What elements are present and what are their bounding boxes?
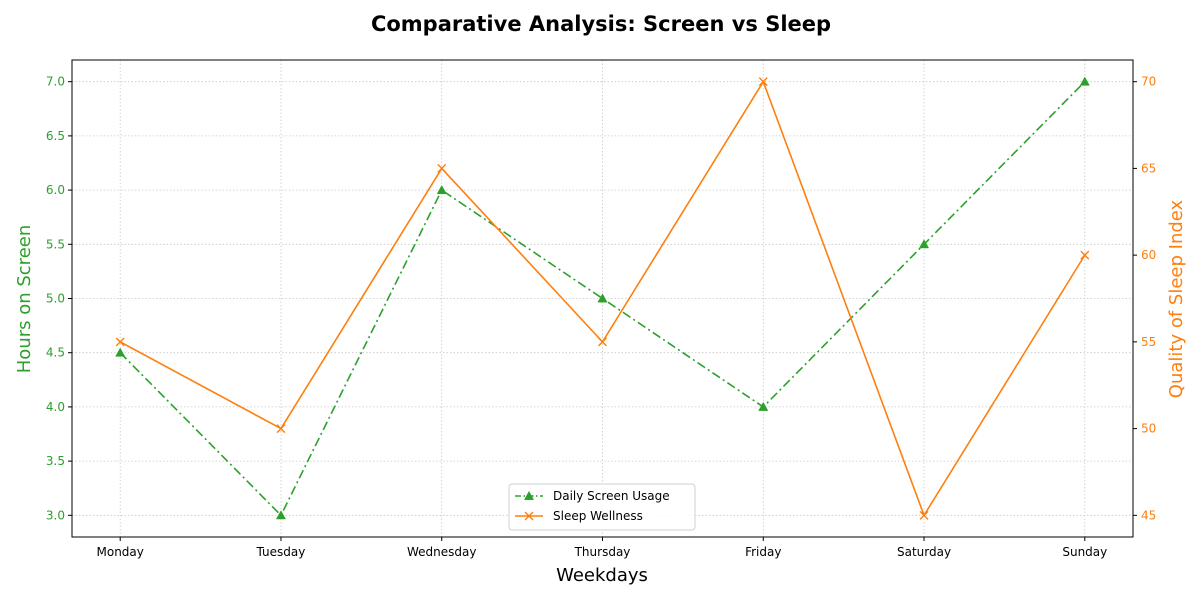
- x-tick-label: Friday: [745, 545, 781, 559]
- legend-box: [508, 483, 696, 531]
- y-left-tick-label: 3.5: [46, 454, 65, 468]
- y-left-tick-label: 6.0: [46, 183, 65, 197]
- data-point: [115, 337, 125, 347]
- x-tick-label: Tuesday: [256, 545, 306, 559]
- y-right-tick-label: 60: [1141, 248, 1156, 262]
- data-point: [275, 510, 286, 520]
- series-1: [115, 77, 1090, 520]
- y-left-tick-label: 4.5: [46, 346, 65, 360]
- x-tick-label: Saturday: [897, 545, 951, 559]
- data-point: [115, 347, 126, 357]
- x-axis-label: Weekdays: [556, 565, 648, 586]
- data-point: [758, 401, 769, 411]
- data-point: [436, 184, 447, 195]
- x-tick-label: Monday: [97, 545, 144, 559]
- x-tick-label: Sunday: [1062, 545, 1107, 559]
- legend-label: Daily Screen Usage: [553, 489, 670, 503]
- series-0: [115, 76, 1090, 520]
- y-left-tick-label: 3.0: [46, 508, 65, 522]
- y-axis-left: 3.0 3.5 4.0 4.5 5.0 5.5 6.0 6.5 7.0: [46, 75, 72, 522]
- data-point: [1079, 76, 1090, 86]
- chart-title: Comparative Analysis: Screen vs Sleep: [371, 12, 831, 36]
- y-right-tick-label: 45: [1141, 508, 1156, 522]
- y-axis-left-label: Hours on Screen: [14, 225, 35, 373]
- x-tick-label: Thursday: [574, 545, 631, 559]
- y-left-tick-label: 5.0: [46, 292, 65, 306]
- data-point: [597, 293, 608, 303]
- y-right-tick-label: 55: [1141, 335, 1156, 349]
- legend-marker: [523, 490, 535, 500]
- y-right-tick-label: 50: [1141, 422, 1156, 436]
- y-right-tick-label: 70: [1141, 75, 1156, 89]
- y-left-tick-label: 7.0: [46, 75, 65, 89]
- data-point: [598, 337, 607, 347]
- data-point: [276, 424, 286, 434]
- legend: Daily Screen Usage Sleep Wellness: [508, 483, 696, 531]
- y-left-tick-label: 4.0: [46, 400, 65, 414]
- x-axis: Monday Tuesday Wednesday Thursday Friday Satu…: [97, 537, 1107, 559]
- legend-label: Sleep Wellness: [553, 509, 643, 523]
- y-axis-right-label: Quality of Sleep Index: [1166, 199, 1187, 398]
- x-tick-label: Wednesday: [407, 545, 476, 559]
- data-point: [919, 239, 930, 249]
- y-right-tick-label: 65: [1141, 161, 1156, 175]
- y-left-tick-label: 5.5: [46, 237, 65, 251]
- data-point: [919, 510, 929, 520]
- data-point: [437, 163, 447, 173]
- legend-marker: [524, 511, 534, 521]
- y-left-tick-label: 6.5: [46, 129, 65, 143]
- data-point: [1080, 250, 1090, 260]
- data-point: [758, 77, 768, 87]
- y-axis-right: 45 50 55 60 65 70: [1133, 75, 1156, 522]
- series-layer: [115, 76, 1090, 520]
